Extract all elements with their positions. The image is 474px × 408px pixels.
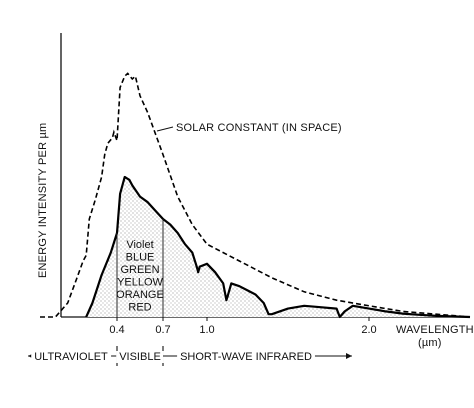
band-label-mask <box>177 351 315 363</box>
x-tick-label-0-7: 0.7 <box>155 324 170 336</box>
visible-color-red: RED <box>128 302 151 314</box>
y-axis-label: ENERGY INTENSITY PER µm <box>37 123 49 278</box>
x-axis-label-line1: WAVELENGTH <box>396 324 474 336</box>
visible-color-blue: BLUE <box>126 252 155 264</box>
x-tick-label-1-0: 1.0 <box>199 324 214 336</box>
visible-color-orange: ORANGE <box>116 289 164 301</box>
spectral-bands: ULTRAVIOLET VISIBLE SHORT-WAVE INFRARED <box>28 346 352 366</box>
band-short-wave-infrared: SHORT-WAVE INFRARED <box>180 351 312 363</box>
band-visible: VISIBLE <box>119 351 161 363</box>
x-tick-label-2-0: 2.0 <box>361 324 376 336</box>
annotation-solar-constant: SOLAR CONSTANT (IN SPACE) <box>176 122 342 134</box>
surface-spectrum-line <box>85 175 471 319</box>
solar-constant-dashed-line <box>40 72 471 318</box>
annotation-leader <box>156 126 174 132</box>
visible-color-yellow: YELLOW <box>117 277 163 289</box>
x-tick-label-0-4: 0.4 <box>109 324 124 336</box>
x-tick-labels: 0.4 0.7 1.0 2.0 <box>109 317 377 336</box>
visible-color-green: GREEN <box>120 264 159 276</box>
infrared-arrow <box>346 353 352 359</box>
visible-color-violet: Violet <box>126 239 153 251</box>
band-label-mask <box>116 351 164 363</box>
surface-spectrum-fill <box>86 177 470 317</box>
band-ultraviolet: ULTRAVIOLET <box>34 351 108 363</box>
band-label-mask <box>31 351 112 363</box>
x-axis-label-line2: (µm) <box>418 337 442 349</box>
